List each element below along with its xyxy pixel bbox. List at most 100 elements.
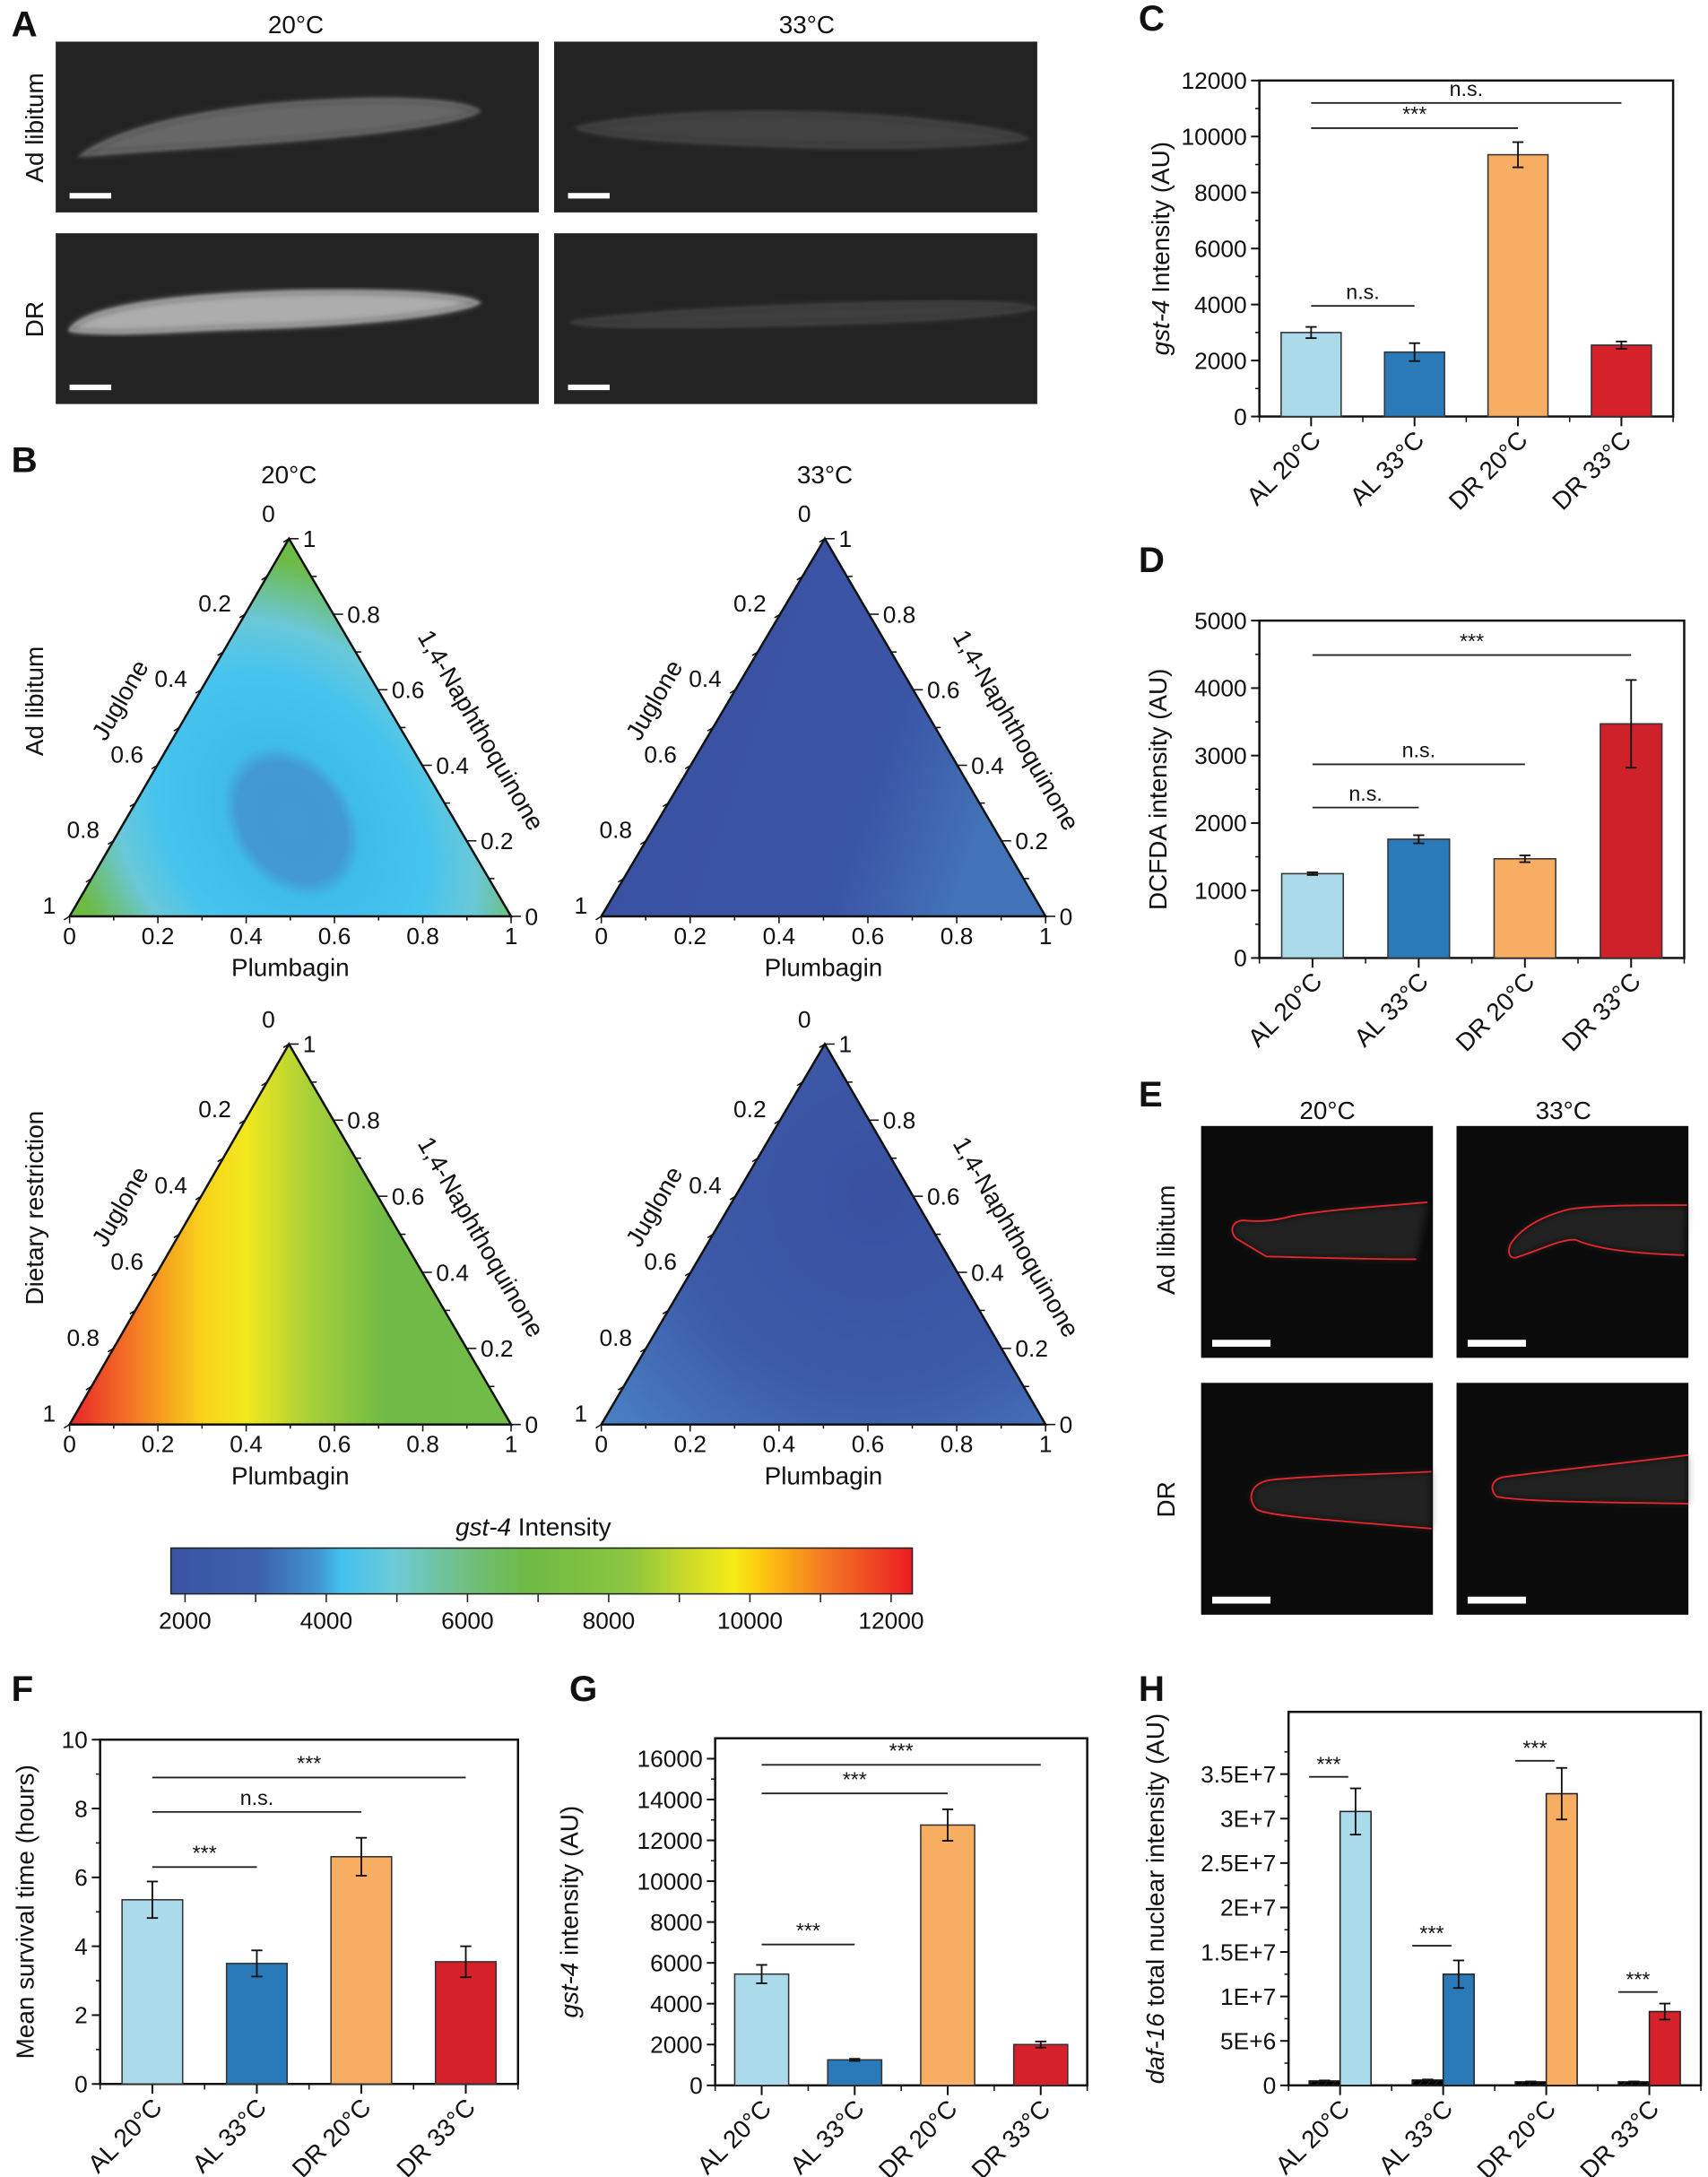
y-tick-label: 0 bbox=[1234, 403, 1247, 430]
tick-mark bbox=[639, 840, 646, 846]
y-tick-label: 12000 bbox=[637, 1827, 703, 1854]
tick-mark bbox=[85, 878, 92, 883]
tick-mark bbox=[282, 1043, 290, 1048]
y-axis-label-text: Mean survival time (hours) bbox=[11, 1765, 39, 2059]
bar bbox=[1487, 153, 1549, 418]
bottom-tick-label: 0 bbox=[594, 1431, 608, 1458]
x-tick-label: AL 20°C bbox=[1243, 967, 1328, 1053]
significance-label: *** bbox=[843, 1767, 867, 1791]
bar bbox=[1280, 332, 1342, 418]
bar bbox=[1545, 1792, 1578, 2086]
tick-mark bbox=[639, 1348, 646, 1353]
bottom-tick-label: 0.2 bbox=[673, 1431, 707, 1458]
y-tick-label: 4 bbox=[74, 1933, 88, 1960]
colorbar-gradient bbox=[169, 1547, 914, 1595]
tick-mark bbox=[796, 576, 803, 581]
bar bbox=[1012, 2043, 1069, 2086]
colorbar-tick-label: 8000 bbox=[583, 1607, 636, 1634]
significance-label: *** bbox=[193, 1842, 217, 1865]
scale-bar bbox=[1467, 1340, 1526, 1348]
right-tick-label: 0.8 bbox=[883, 601, 916, 628]
tick-mark bbox=[64, 915, 71, 921]
tick-mark bbox=[151, 1271, 158, 1277]
left-tick-label: 1 bbox=[575, 892, 588, 919]
tick-mark bbox=[282, 538, 290, 543]
worm-outline bbox=[67, 290, 482, 334]
x-tick-label: DR 20°C bbox=[287, 2093, 377, 2177]
micrograph-ad-libitum-20c bbox=[1201, 1125, 1434, 1358]
significance-label: n.s. bbox=[240, 1786, 273, 1809]
right-tick-label: 0.2 bbox=[1015, 1335, 1048, 1362]
y-axis-label: daf-16 total nuclear intensity (AU) bbox=[1141, 1713, 1169, 2084]
micrograph-dr-20c bbox=[1201, 1383, 1434, 1615]
bar-chart-panel-c: 0 2000 4000 6000 8000 10000 12000 AL 20°C AL 33°… bbox=[1147, 67, 1675, 516]
tick-mark bbox=[107, 840, 114, 846]
y-tick-label: 0 bbox=[1263, 2072, 1277, 2099]
right-tick-label: 0.2 bbox=[481, 828, 514, 854]
column-header-20c: 20°C bbox=[1299, 1097, 1355, 1124]
bar-chart-panel-d: 0 1000 2000 3000 4000 5000 AL 20°C AL 33°C DR 20… bbox=[1144, 607, 1686, 1057]
left-tick-label: 1 bbox=[42, 1401, 56, 1427]
y-tick-label: 2000 bbox=[650, 2032, 703, 2059]
right-tick-label: 0.4 bbox=[971, 1259, 1004, 1286]
bar bbox=[330, 1856, 393, 2086]
x-tick-label: DR 33°C bbox=[1574, 2095, 1664, 2177]
y-axis-label: DCFDA intensity (AU) bbox=[1144, 669, 1172, 910]
contour-fill bbox=[69, 538, 512, 916]
y-tick-label: 6 bbox=[74, 1864, 88, 1891]
scale-bar bbox=[568, 384, 610, 391]
bottom-tick-label: 1 bbox=[1039, 923, 1053, 950]
left-tick-label: 0.6 bbox=[644, 1248, 677, 1275]
y-axis-label-text: intensity (AU) bbox=[555, 1806, 583, 1963]
y-tick-label: 2.5E+7 bbox=[1201, 1850, 1276, 1877]
tick-mark bbox=[774, 613, 781, 619]
tick-mark bbox=[707, 1233, 714, 1239]
right-tick-label: 0.6 bbox=[927, 1183, 960, 1210]
axis-title-juglone: Juglone bbox=[620, 655, 689, 745]
bottom-tick-label: 0.6 bbox=[318, 1431, 351, 1458]
x-tick-label: AL 33°C bbox=[1373, 2095, 1458, 2177]
colorbar-title-text: Intensity bbox=[511, 1513, 611, 1541]
bar bbox=[827, 2059, 883, 2086]
bar-chart-panel-f: 0 2 4 6 8 10 AL 20°C AL 33°C DR 20°C DR 33°C *** n.… bbox=[11, 1727, 520, 2177]
left-tick-label: 0.4 bbox=[154, 1172, 187, 1199]
head-outline bbox=[1508, 1204, 1687, 1259]
right-tick-label: 0.8 bbox=[883, 1107, 916, 1134]
y-tick-label: 4000 bbox=[1194, 675, 1247, 702]
y-tick-label: 0 bbox=[689, 2072, 703, 2099]
scale-bar bbox=[1212, 1340, 1271, 1348]
bottom-tick-label: 1 bbox=[505, 923, 518, 950]
axis-title-juglone: Juglone bbox=[620, 1162, 689, 1252]
head-fluorescence bbox=[1492, 1454, 1689, 1504]
bottom-tick-label: 0.4 bbox=[763, 1431, 796, 1458]
left-tick-label: 0 bbox=[798, 500, 811, 527]
axis-title-plumbagin: Plumbagin bbox=[231, 1461, 350, 1489]
x-tick-label: AL 20°C bbox=[1270, 2095, 1356, 2177]
bottom-tick-label: 0.6 bbox=[852, 1431, 885, 1458]
tick-mark bbox=[195, 1195, 202, 1201]
tick-mark bbox=[707, 726, 714, 732]
left-tick-label: 0.8 bbox=[599, 817, 632, 844]
y-tick-label: 14000 bbox=[637, 1786, 703, 1813]
bottom-tick-label: 1 bbox=[505, 1431, 518, 1458]
y-axis-label-italic: daf-16 bbox=[1141, 2013, 1169, 2084]
bottom-tick-label: 0.2 bbox=[142, 923, 175, 950]
right-tick-label: 0.4 bbox=[971, 752, 1004, 779]
y-tick-label: 1000 bbox=[1194, 877, 1247, 904]
bottom-tick-label: 0.8 bbox=[941, 1431, 974, 1458]
tick-mark bbox=[261, 576, 268, 581]
y-tick-label: 1.5E+7 bbox=[1201, 1938, 1276, 1965]
left-tick-label: 0 bbox=[262, 1006, 275, 1033]
y-tick-label: 5000 bbox=[1194, 607, 1247, 634]
y-tick-label: 8000 bbox=[650, 1909, 703, 1936]
left-tick-label: 0.4 bbox=[689, 665, 722, 692]
head-outline bbox=[1491, 1453, 1689, 1505]
tick-mark bbox=[107, 1348, 114, 1353]
contour-fill bbox=[69, 1044, 512, 1425]
scale-bar bbox=[69, 384, 112, 391]
left-tick-label: 0 bbox=[798, 1006, 811, 1033]
x-tick-label: AL 20°C bbox=[82, 2093, 168, 2177]
bottom-tick-label: 0.8 bbox=[406, 923, 439, 950]
left-tick-label: 0.4 bbox=[154, 665, 187, 692]
significance-label: *** bbox=[1316, 1752, 1340, 1775]
